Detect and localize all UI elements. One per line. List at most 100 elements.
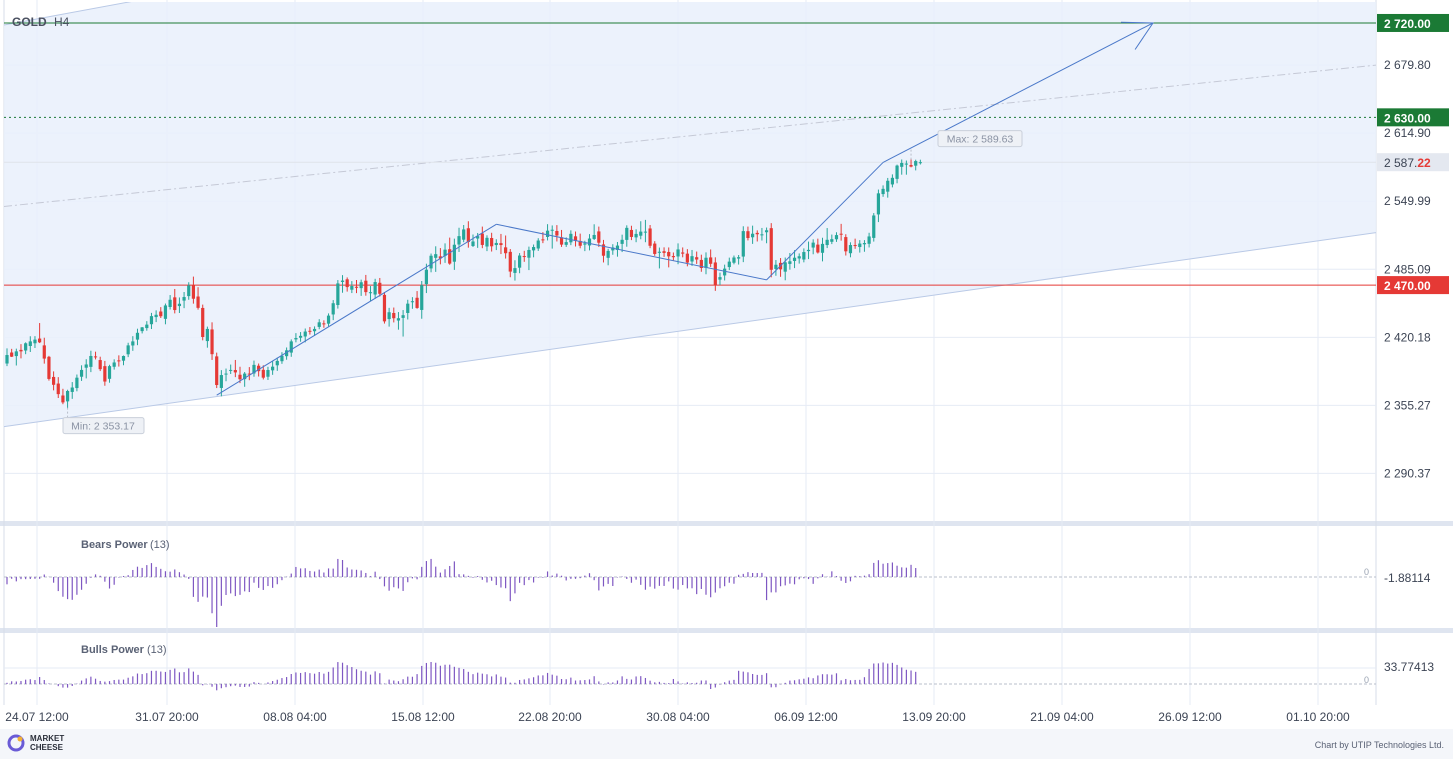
horizontal-levels[interactable]: 2 720.00 2 630.00 2 470.00 2 587.22 [4, 13, 1449, 295]
price-level-tag-label: 2 630.00 [1384, 111, 1431, 125]
candle-body [271, 366, 275, 371]
projection-arrow-line[interactable] [882, 22, 1154, 163]
candle-body [839, 233, 843, 235]
candle-body [340, 280, 345, 282]
candle-body [173, 297, 177, 311]
zigzag-pattern[interactable] [216, 21, 1154, 396]
price-axis[interactable]: 2 679.80 2 614.90 2 549.99 2 485.09 2 420.18… [1384, 58, 1431, 480]
annotations: Max: 2 589.63 Min: 2 353.17 [62, 130, 1023, 435]
candle-body [457, 236, 461, 245]
candle-body [820, 243, 825, 253]
candle-body [368, 292, 373, 294]
panel-separator-1[interactable] [0, 521, 1453, 526]
zigzag-segment[interactable] [766, 162, 884, 281]
candle-body [47, 356, 51, 379]
chart-credit[interactable]: Chart by UTIP Technologies Ltd. [1315, 740, 1444, 750]
candle-body [732, 257, 736, 263]
candle-body [89, 355, 93, 367]
time-axis[interactable]: 24.07 12:00 31.07 20:00 08.08 04:00 15.08 1… [5, 710, 1350, 724]
candle-body [378, 282, 382, 294]
candle-body [620, 239, 624, 244]
candle-body [219, 375, 223, 388]
candle-body [513, 268, 517, 273]
candle-body [718, 277, 722, 280]
candle-body [126, 345, 130, 355]
candle-body [662, 251, 666, 253]
channel-fill [4, 2, 1376, 427]
candle-body [825, 239, 829, 246]
candle-body [247, 373, 251, 375]
candle-body [145, 324, 149, 329]
candle-body [783, 262, 787, 272]
candle-body [5, 355, 9, 364]
candle-body [723, 268, 727, 276]
candle-body [872, 215, 876, 238]
candle-body [387, 312, 391, 320]
candle-body [275, 360, 279, 366]
candle-body [303, 331, 307, 337]
candle-body [196, 296, 200, 308]
candle-body [625, 227, 629, 240]
candle-body [308, 330, 312, 332]
price-tick-label: 2 290.37 [1384, 466, 1431, 480]
bears-power-histogram [4, 558, 1376, 627]
candle-body [569, 233, 573, 243]
market-cheese-logo[interactable]: MARKET CHEESE [7, 734, 64, 752]
max-annotation-label: Max: 2 589.63 [947, 134, 1014, 146]
candle-body [531, 247, 536, 251]
candle-body [727, 261, 731, 268]
symbol-label: GOLD [12, 15, 47, 29]
candle-body [79, 369, 84, 377]
candle-body [764, 230, 769, 233]
price-level-tag[interactable] [1377, 276, 1449, 295]
candle-body [443, 249, 447, 256]
candle-body [243, 373, 247, 380]
zigzag-segment[interactable] [216, 223, 497, 396]
candle-body [681, 252, 685, 254]
candle-body [163, 305, 168, 319]
candle-body [10, 352, 14, 357]
time-tick-label: 22.08 20:00 [518, 710, 582, 724]
current-price-tag[interactable] [1377, 153, 1449, 172]
logo-text-top: MARKET [30, 734, 64, 743]
candle-body [396, 318, 401, 321]
min-annotation-label: Min: 2 353.17 [71, 421, 135, 433]
candle-body [499, 243, 503, 246]
timeframe-label[interactable]: H4 [54, 15, 70, 29]
candle-body [19, 349, 23, 352]
price-tick-label: 2 420.18 [1384, 330, 1431, 344]
candle-body [545, 230, 550, 237]
price-level-tag[interactable] [1377, 108, 1449, 127]
candle-body [867, 236, 871, 244]
candle-body [490, 238, 494, 247]
candle-body [224, 373, 228, 375]
price-channel[interactable] [4, 0, 1376, 428]
channel-lower-line[interactable] [4, 232, 1376, 428]
candle-body [177, 303, 182, 307]
candle-body [201, 307, 205, 337]
candle-body [159, 311, 163, 317]
candle-body [312, 328, 317, 332]
candle-body [746, 231, 750, 239]
candle-body [890, 177, 894, 185]
candle-body [476, 236, 480, 239]
candle-body [191, 285, 195, 299]
candle-body [573, 236, 578, 241]
candle-body [769, 228, 773, 270]
candle-body [699, 259, 703, 269]
candle-body [559, 237, 564, 245]
zigzag-segment[interactable] [496, 223, 767, 281]
candle-body [38, 338, 42, 343]
candle-body [33, 339, 37, 344]
panel-separator-2[interactable] [0, 628, 1453, 633]
candle-body [182, 297, 186, 301]
bears-power-title: Bears Power [81, 539, 148, 551]
candle-body [601, 244, 606, 256]
price-level-tag[interactable] [1377, 13, 1449, 32]
candle-body [522, 256, 526, 258]
candle-body [583, 243, 587, 245]
channel-median-line[interactable] [4, 64, 1376, 207]
candle-body [28, 341, 32, 347]
